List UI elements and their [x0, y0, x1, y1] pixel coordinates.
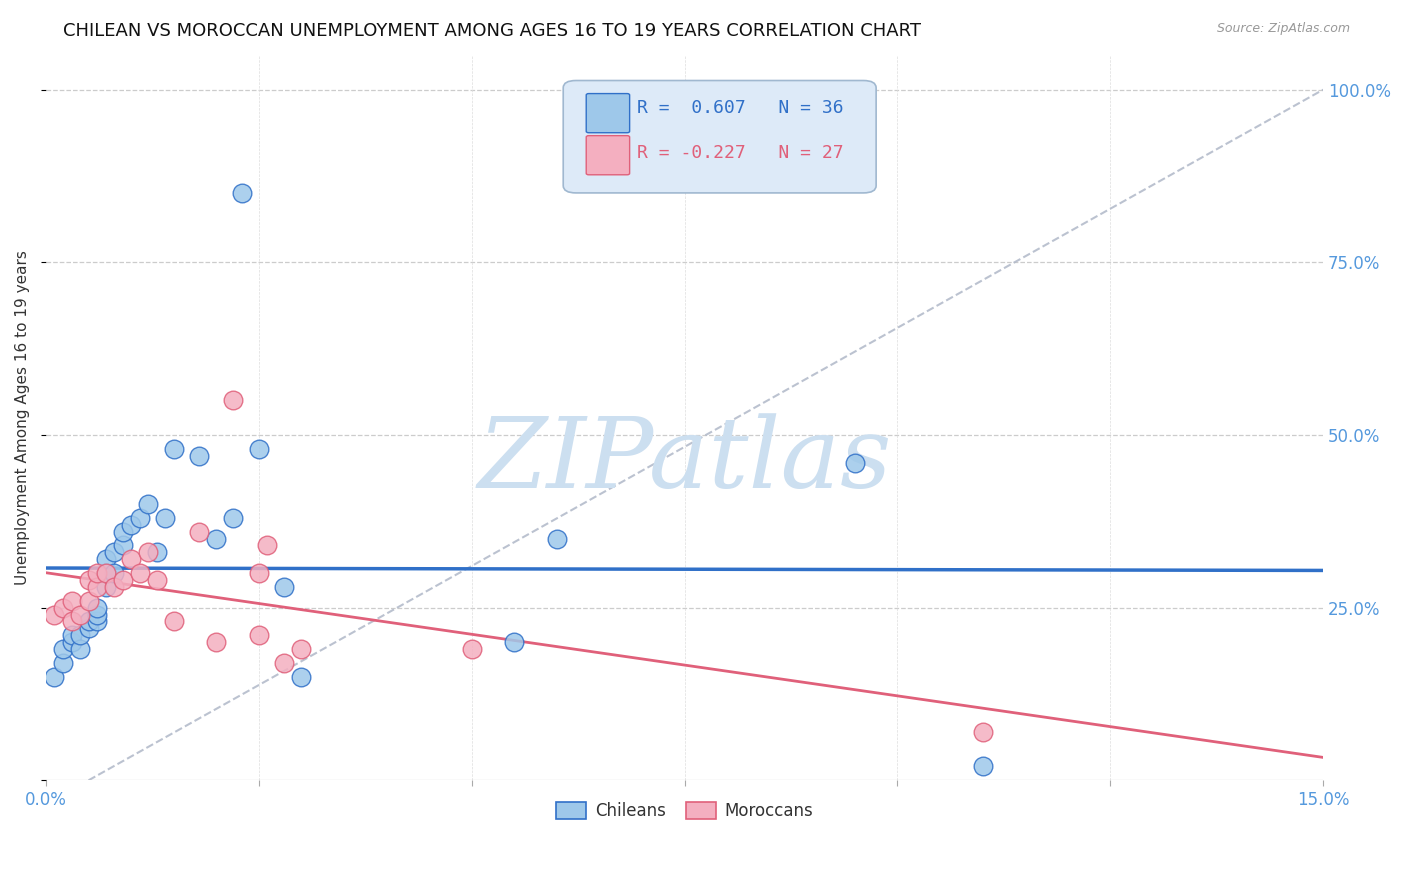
Point: [128, 566, 150, 581]
Point: [222, 511, 245, 525]
Point: [60, 615, 83, 629]
Point: [247, 566, 270, 581]
Point: [77, 573, 100, 587]
Point: [205, 532, 228, 546]
Point: [503, 635, 526, 649]
Point: [460, 642, 482, 657]
Point: [163, 615, 186, 629]
Point: [94, 552, 117, 566]
Point: [103, 545, 125, 559]
Point: [290, 642, 312, 657]
Point: [111, 573, 134, 587]
Text: R = -0.227   N = 27: R = -0.227 N = 27: [637, 144, 844, 162]
Point: [69, 607, 91, 622]
Point: [52, 656, 75, 670]
Point: [247, 442, 270, 456]
Point: [103, 566, 125, 581]
Point: [44, 607, 66, 622]
Point: [844, 456, 866, 470]
Point: [60, 635, 83, 649]
Point: [972, 725, 994, 739]
Point: [256, 539, 278, 553]
Point: [86, 566, 108, 581]
Point: [136, 497, 159, 511]
Point: [52, 600, 75, 615]
Point: [111, 524, 134, 539]
Text: CHILEAN VS MOROCCAN UNEMPLOYMENT AMONG AGES 16 TO 19 YEARS CORRELATION CHART: CHILEAN VS MOROCCAN UNEMPLOYMENT AMONG A…: [63, 22, 921, 40]
Point: [120, 552, 142, 566]
Point: [273, 656, 295, 670]
Point: [86, 615, 108, 629]
Y-axis label: Unemployment Among Ages 16 to 19 years: Unemployment Among Ages 16 to 19 years: [15, 251, 30, 585]
Point: [69, 628, 91, 642]
Text: Source: ZipAtlas.com: Source: ZipAtlas.com: [1216, 22, 1350, 36]
Point: [103, 580, 125, 594]
Text: ZIPatlas: ZIPatlas: [477, 414, 891, 508]
Point: [145, 573, 167, 587]
FancyBboxPatch shape: [586, 136, 630, 175]
Point: [77, 615, 100, 629]
Point: [205, 635, 228, 649]
Point: [69, 642, 91, 657]
Point: [145, 545, 167, 559]
Point: [273, 580, 295, 594]
Point: [222, 393, 245, 408]
Point: [247, 628, 270, 642]
Text: R =  0.607   N = 36: R = 0.607 N = 36: [637, 99, 844, 117]
Point: [86, 600, 108, 615]
FancyBboxPatch shape: [564, 80, 876, 193]
Point: [86, 607, 108, 622]
FancyBboxPatch shape: [586, 94, 630, 133]
Point: [44, 670, 66, 684]
Point: [86, 580, 108, 594]
Point: [546, 532, 568, 546]
Point: [94, 566, 117, 581]
Point: [77, 621, 100, 635]
Point: [290, 670, 312, 684]
Point: [94, 566, 117, 581]
Point: [231, 186, 253, 201]
Point: [60, 593, 83, 607]
Point: [188, 449, 211, 463]
Point: [188, 524, 211, 539]
Point: [128, 511, 150, 525]
Point: [972, 759, 994, 773]
Legend: Chileans, Moroccans: Chileans, Moroccans: [550, 795, 820, 826]
Point: [136, 545, 159, 559]
Point: [153, 511, 176, 525]
Point: [111, 539, 134, 553]
Point: [120, 517, 142, 532]
Point: [94, 580, 117, 594]
Point: [163, 442, 186, 456]
Point: [52, 642, 75, 657]
Point: [77, 593, 100, 607]
Point: [60, 628, 83, 642]
